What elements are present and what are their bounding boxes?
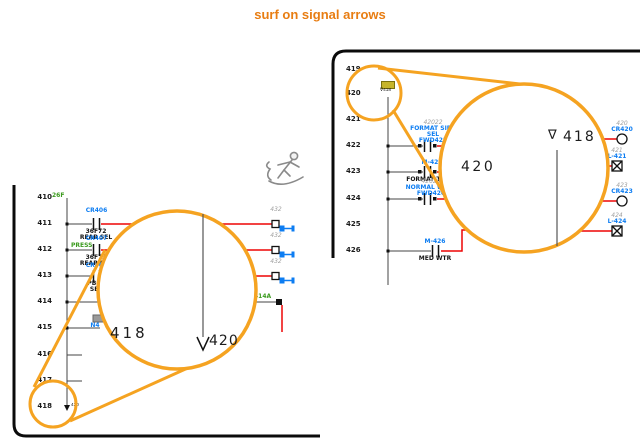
- contact-label: FWD422: [418, 137, 448, 144]
- rung-number: 416: [37, 350, 52, 358]
- contact-label: FORMAT SIDE: [410, 125, 456, 132]
- branch-ref-label: 414A: [254, 293, 272, 300]
- left-contacts: [92, 218, 101, 282]
- rung-number: 411: [37, 219, 52, 227]
- rung-number: 414: [37, 297, 52, 305]
- magnifier-source-circle: [345, 64, 403, 122]
- rung-number: 426: [346, 246, 361, 254]
- rung-number: 417: [37, 376, 52, 384]
- rung-number: 410: [37, 193, 52, 201]
- left-connector-squares: [271, 219, 280, 281]
- aux-tag-label: N4: [90, 322, 100, 329]
- rung-number: 421: [346, 115, 361, 123]
- magnified-jump-target: 420: [209, 333, 239, 349]
- right-panel-border: [331, 49, 640, 258]
- contact-desc: 36F73: [85, 254, 107, 261]
- signal-arrow-icon[interactable]: [279, 277, 295, 284]
- boxed-coil-icon: [611, 225, 623, 237]
- contact-tag: M-422: [421, 159, 443, 166]
- coil-ref: 423: [616, 182, 628, 189]
- right-junctions: [386, 144, 437, 253]
- contact-desc: MED WTR: [418, 255, 452, 262]
- wire-ref: 42022: [423, 119, 443, 126]
- coil-label: L-421: [607, 153, 627, 160]
- entry-marker[interactable]: ∇418: [380, 88, 391, 93]
- rung-number: 420: [346, 89, 361, 97]
- contact-desc: FORMAT TIME: [406, 176, 453, 183]
- contact-desc: 36F72: [85, 228, 107, 235]
- contact-desc: SEL: [89, 286, 103, 293]
- coil-label: L-424: [607, 218, 627, 225]
- coil-ref: 421: [611, 147, 623, 154]
- wire-ref: 432: [270, 232, 282, 239]
- boxed-coil-icon: [611, 160, 623, 172]
- contact-desc: REAR SEL: [79, 234, 113, 241]
- left-panel-border: [12, 185, 320, 438]
- magnified-rung-number: 420: [461, 159, 496, 175]
- page-title: surf on signal arrows: [254, 7, 386, 22]
- contact-desc: REAR SEL: [79, 260, 113, 267]
- power-ref-label: 26F: [52, 192, 65, 199]
- output-coils: [611, 133, 628, 237]
- wire-ref: 432: [270, 206, 282, 213]
- contact-tag: CR406: [85, 207, 108, 214]
- wire-ref: 42024: [421, 178, 441, 185]
- magnifier-circle: [96, 209, 258, 371]
- coil-icon: [616, 133, 628, 145]
- contact-tag: M-426: [424, 238, 446, 245]
- rung-number: 415: [37, 323, 52, 331]
- left-junctions: [65, 222, 69, 330]
- magnifier-source-circle: [28, 379, 78, 429]
- rung-number: 422: [346, 141, 361, 149]
- rung-number: 412: [37, 245, 52, 253]
- contact-tag: CR407: [85, 235, 108, 242]
- rung-number: 413: [37, 271, 52, 279]
- magnified-entry-source: 418: [563, 129, 596, 145]
- magnified-rung-number: 418: [110, 324, 148, 342]
- callout-tangent: [377, 66, 521, 86]
- highlight-marker: [381, 81, 395, 89]
- nabla-arrow-icon: ∇: [380, 88, 384, 93]
- wire-ref: 432: [270, 258, 282, 265]
- contact-label: FWD426: [416, 190, 446, 197]
- branch-node: [276, 299, 282, 305]
- rung-number: 423: [346, 167, 361, 175]
- rung-number: 418: [37, 402, 52, 410]
- coil-label: CR420: [611, 126, 633, 133]
- coil-ref: 420: [616, 120, 628, 127]
- contact-desc: PB40: [87, 280, 105, 287]
- contact-label: NORMAL WTER: [405, 184, 457, 191]
- contact-pre-label: PRESS: [71, 242, 93, 249]
- signal-arrow-icon[interactable]: [279, 225, 295, 232]
- callout-tangent: [32, 249, 107, 388]
- right-contacts: [423, 140, 440, 257]
- rung-number: 425: [346, 220, 361, 228]
- magnified-nabla-icon: ∇: [548, 128, 557, 143]
- rung-number: 419: [346, 65, 361, 73]
- coil-ref: 424: [611, 212, 623, 219]
- surfer-cursor-icon: [265, 151, 304, 185]
- magnified-jump-arrowhead: [196, 336, 210, 352]
- right-panel-wiring: [387, 97, 431, 285]
- coil-icon: [616, 195, 628, 207]
- signal-arrow-icon[interactable]: [279, 251, 295, 258]
- jump-arrow-glyph[interactable]: [64, 405, 70, 411]
- signal-arrow-icons-left[interactable]: [279, 225, 295, 284]
- contact-label: SEL: [426, 131, 440, 138]
- coil-label: CR423: [611, 188, 633, 195]
- entry-source-label: 418: [383, 88, 391, 93]
- rung-number: 424: [346, 194, 361, 202]
- magnifier-circle: [438, 82, 610, 254]
